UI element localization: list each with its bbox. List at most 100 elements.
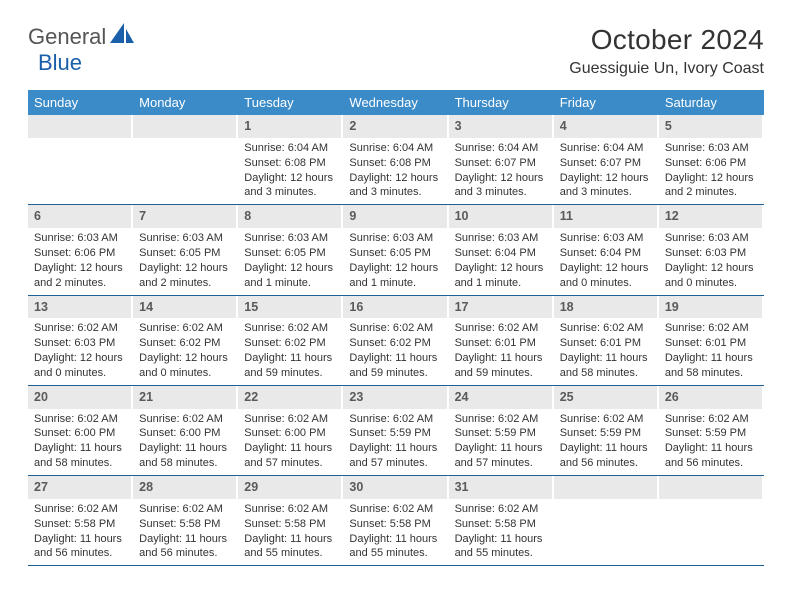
day-cell: 28 Sunrise: 6:02 AMSunset: 5:58 PMDayligh… (133, 476, 238, 565)
day-daylight2: and 58 minutes. (139, 456, 232, 471)
day-cell-empty: . (554, 476, 659, 565)
day-cell: 31 Sunrise: 6:02 AMSunset: 5:58 PMDayligh… (449, 476, 554, 565)
day-cell: 19Sunrise: 6:02 AMSunset: 6:01 PMDayligh… (659, 296, 764, 385)
day-sunrise: Sunrise: 6:02 AM (34, 502, 127, 517)
day-daylight1: Daylight: 12 hours (455, 171, 548, 186)
day-number: 7 (139, 209, 146, 223)
day-cell: 16 Sunrise: 6:02 AMSunset: 6:02 PMDayligh… (343, 296, 448, 385)
daynum-wrap: 20 (28, 386, 131, 409)
day-body: Sunrise: 6:02 AMSunset: 6:02 PMDaylight:… (343, 321, 446, 380)
day-number: 28 (139, 480, 153, 494)
day-number: 22 (244, 390, 258, 404)
location: Guessiguie Un, Ivory Coast (569, 60, 764, 78)
day-daylight1: Daylight: 12 hours (455, 261, 548, 276)
day-sunset: Sunset: 6:00 PM (244, 426, 337, 441)
day-body: Sunrise: 6:03 AMSunset: 6:03 PMDaylight:… (659, 231, 762, 290)
day-sunrise: Sunrise: 6:02 AM (349, 321, 442, 336)
daynum-wrap: 1 (238, 115, 341, 138)
day-number: 16 (349, 300, 363, 314)
day-sunrise: Sunrise: 6:02 AM (455, 412, 548, 427)
day-daylight2: and 3 minutes. (560, 185, 653, 200)
day-sunrise: Sunrise: 6:02 AM (244, 321, 337, 336)
day-cell: 5Sunrise: 6:03 AMSunset: 6:06 PMDaylight… (659, 115, 764, 204)
day-sunrise: Sunrise: 6:02 AM (665, 321, 758, 336)
day-body: Sunrise: 6:02 AMSunset: 6:02 PMDaylight:… (238, 321, 341, 380)
day-sunset: Sunset: 6:02 PM (244, 336, 337, 351)
daynum-wrap: 2 (343, 115, 446, 138)
weekday-header: Tuesday (238, 90, 343, 115)
daynum-wrap: . (133, 115, 236, 138)
day-body: Sunrise: 6:02 AMSunset: 6:02 PMDaylight:… (133, 321, 236, 380)
day-daylight2: and 59 minutes. (244, 366, 337, 381)
day-body: Sunrise: 6:04 AMSunset: 6:08 PMDaylight:… (343, 141, 446, 200)
day-sunset: Sunset: 6:01 PM (560, 336, 653, 351)
day-body: Sunrise: 6:02 AMSunset: 5:58 PMDaylight:… (133, 502, 236, 561)
day-sunset: Sunset: 6:01 PM (665, 336, 758, 351)
day-sunrise: Sunrise: 6:03 AM (349, 231, 442, 246)
daynum-wrap: 8 (238, 205, 341, 228)
day-number: 23 (349, 390, 363, 404)
logo-text-2: Blue (38, 50, 82, 76)
weekday-header: Sunday (28, 90, 133, 115)
day-number: 18 (560, 300, 574, 314)
daynum-wrap: 21 (133, 386, 236, 409)
day-daylight1: Daylight: 11 hours (455, 532, 548, 547)
day-number: 1 (244, 119, 251, 133)
day-sunrise: Sunrise: 6:02 AM (455, 502, 548, 517)
day-sunrise: Sunrise: 6:02 AM (560, 412, 653, 427)
day-daylight2: and 56 minutes. (139, 546, 232, 561)
day-body: Sunrise: 6:02 AMSunset: 5:58 PMDaylight:… (28, 502, 131, 561)
week-row: 27Sunrise: 6:02 AMSunset: 5:58 PMDayligh… (28, 476, 764, 566)
day-sunset: Sunset: 6:03 PM (665, 246, 758, 261)
day-sunset: Sunset: 5:58 PM (34, 517, 127, 532)
weekday-header: Thursday (449, 90, 554, 115)
day-cell: 9Sunrise: 6:03 AMSunset: 6:05 PMDaylight… (343, 205, 448, 294)
weekday-header: Friday (554, 90, 659, 115)
day-body: Sunrise: 6:04 AMSunset: 6:07 PMDaylight:… (554, 141, 657, 200)
day-sunset: Sunset: 6:08 PM (244, 156, 337, 171)
day-cell: 13Sunrise: 6:02 AMSunset: 6:03 PMDayligh… (28, 296, 133, 385)
day-number: 26 (665, 390, 679, 404)
weekday-header: Monday (133, 90, 238, 115)
day-daylight1: Daylight: 11 hours (560, 441, 653, 456)
day-daylight2: and 1 minute. (244, 276, 337, 291)
day-number: 9 (349, 209, 356, 223)
day-sunset: Sunset: 6:04 PM (455, 246, 548, 261)
day-daylight2: and 58 minutes. (665, 366, 758, 381)
day-daylight1: Daylight: 12 hours (244, 261, 337, 276)
day-body: Sunrise: 6:02 AMSunset: 5:58 PMDaylight:… (449, 502, 552, 561)
day-body: Sunrise: 6:03 AMSunset: 6:04 PMDaylight:… (449, 231, 552, 290)
day-daylight1: Daylight: 12 hours (139, 351, 232, 366)
day-daylight2: and 0 minutes. (560, 276, 653, 291)
day-sunset: Sunset: 5:58 PM (455, 517, 548, 532)
day-sunset: Sunset: 5:59 PM (560, 426, 653, 441)
day-number: 30 (349, 480, 363, 494)
day-sunrise: Sunrise: 6:03 AM (665, 141, 758, 156)
day-sunset: Sunset: 6:02 PM (139, 336, 232, 351)
day-cell: 6Sunrise: 6:03 AMSunset: 6:06 PMDaylight… (28, 205, 133, 294)
day-daylight2: and 0 minutes. (665, 276, 758, 291)
day-daylight1: Daylight: 11 hours (560, 351, 653, 366)
day-number: 29 (244, 480, 258, 494)
day-daylight1: Daylight: 12 hours (349, 261, 442, 276)
day-sunset: Sunset: 6:01 PM (455, 336, 548, 351)
daynum-wrap: 31 (449, 476, 552, 499)
daynum-wrap: 6 (28, 205, 131, 228)
day-body: Sunrise: 6:04 AMSunset: 6:07 PMDaylight:… (449, 141, 552, 200)
day-cell: 3Sunrise: 6:04 AMSunset: 6:07 PMDaylight… (449, 115, 554, 204)
day-sunrise: Sunrise: 6:04 AM (349, 141, 442, 156)
day-body: Sunrise: 6:03 AMSunset: 6:05 PMDaylight:… (238, 231, 341, 290)
day-cell: 23Sunrise: 6:02 AMSunset: 5:59 PMDayligh… (343, 386, 448, 475)
week-row: 13Sunrise: 6:02 AMSunset: 6:03 PMDayligh… (28, 296, 764, 386)
day-daylight2: and 57 minutes. (244, 456, 337, 471)
day-sunrise: Sunrise: 6:03 AM (560, 231, 653, 246)
day-sunrise: Sunrise: 6:02 AM (455, 321, 548, 336)
daynum-wrap: . (659, 476, 762, 499)
day-sunrise: Sunrise: 6:02 AM (34, 412, 127, 427)
day-number: 14 (139, 300, 153, 314)
daynum-wrap: 19 (659, 296, 762, 319)
day-daylight2: and 55 minutes. (244, 546, 337, 561)
week-row: 6Sunrise: 6:03 AMSunset: 6:06 PMDaylight… (28, 205, 764, 295)
day-sunset: Sunset: 6:06 PM (665, 156, 758, 171)
day-sunset: Sunset: 6:07 PM (455, 156, 548, 171)
